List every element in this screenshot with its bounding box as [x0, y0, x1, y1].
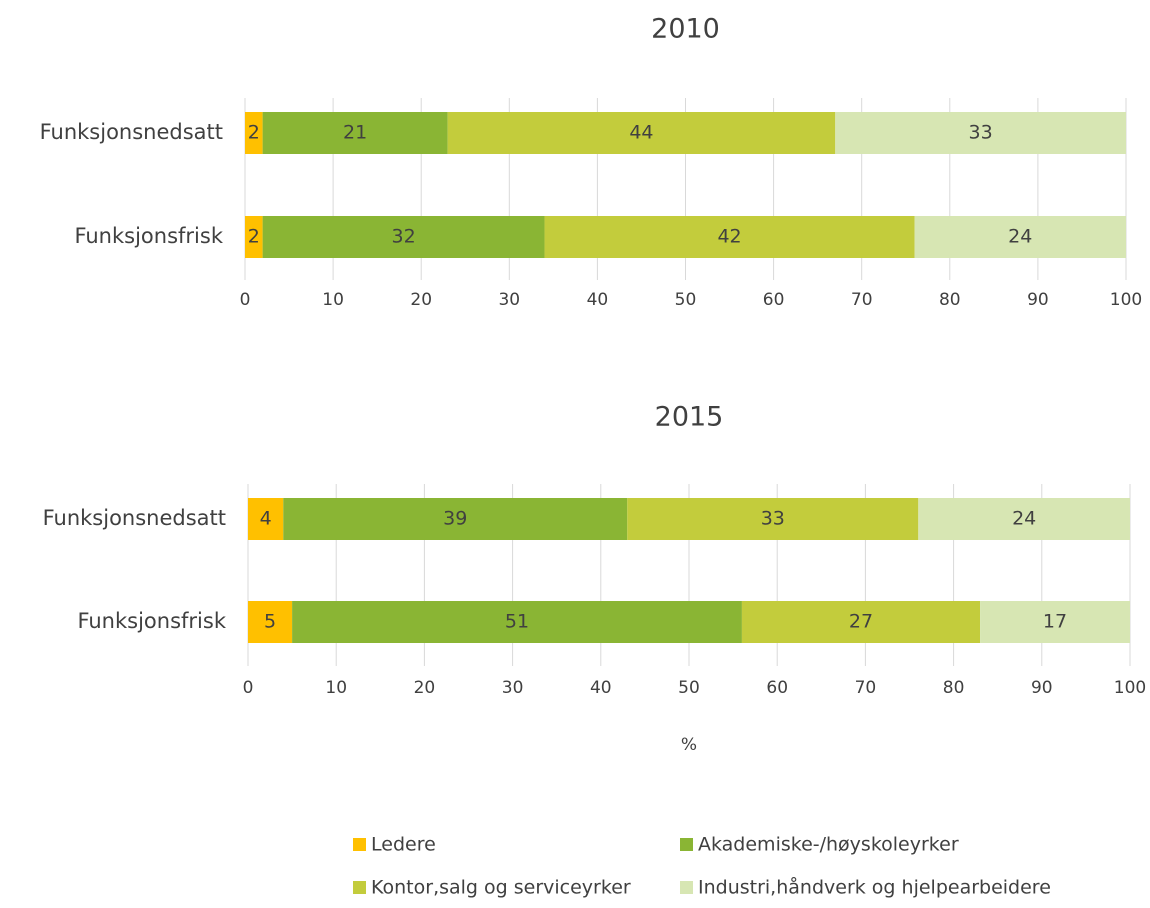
- bar-segment: [918, 498, 1130, 540]
- x-tick-label: 70: [855, 678, 877, 698]
- data-label: 33: [969, 122, 993, 144]
- bar-segment: [245, 112, 263, 154]
- data-label: 39: [443, 508, 467, 530]
- legend-swatch: [353, 881, 366, 894]
- data-label: 42: [717, 226, 741, 248]
- bar-segment: [262, 216, 545, 258]
- chart-title: 2015: [655, 402, 724, 433]
- data-label: 27: [849, 611, 873, 633]
- data-label: 33: [761, 508, 785, 530]
- data-label: 24: [1012, 508, 1036, 530]
- x-tick-label: 80: [943, 678, 965, 698]
- legend-swatch: [680, 881, 693, 894]
- x-tick-label: 20: [414, 678, 436, 698]
- legend-label: Kontor,salg og serviceyrker: [371, 877, 631, 899]
- x-tick-label: 40: [590, 678, 612, 698]
- bar-segment: [980, 601, 1130, 643]
- x-tick-label: 100: [1114, 678, 1146, 698]
- x-tick-label: 40: [587, 290, 609, 310]
- bar-segment: [835, 112, 1126, 154]
- legend-swatch: [353, 838, 366, 851]
- data-label: 44: [629, 122, 653, 144]
- data-label: 4: [260, 508, 272, 530]
- x-tick-label: 90: [1031, 678, 1053, 698]
- bar-segment: [914, 216, 1126, 258]
- bar-segment: [245, 216, 263, 258]
- x-tick-label: 50: [678, 678, 700, 698]
- bar-segment: [627, 498, 919, 540]
- data-label: 17: [1043, 611, 1067, 633]
- x-tick-label: 70: [851, 290, 873, 310]
- data-label: 51: [505, 611, 529, 633]
- data-label: 5: [264, 611, 276, 633]
- bar-segment: [262, 112, 448, 154]
- chart-title: 2010: [651, 14, 720, 45]
- x-tick-label: 20: [410, 290, 432, 310]
- x-tick-label: 90: [1027, 290, 1049, 310]
- legend-label: Industri,håndverk og hjelpearbeidere: [698, 876, 1051, 899]
- x-tick-label: 30: [502, 678, 524, 698]
- x-tick-label: 60: [766, 678, 788, 698]
- data-label: 2: [248, 122, 260, 144]
- x-tick-label: 60: [763, 290, 785, 310]
- data-label: 2: [248, 226, 260, 248]
- data-label: 24: [1008, 226, 1032, 248]
- x-tick-label: 10: [325, 678, 347, 698]
- bar-segment: [248, 601, 293, 643]
- x-tick-label: 80: [939, 290, 961, 310]
- data-label: 32: [391, 226, 415, 248]
- y-tick-label: Funksjonsfrisk: [77, 609, 226, 633]
- legend-label: Ledere: [371, 834, 436, 856]
- x-tick-label: 0: [243, 678, 254, 698]
- bar-segment: [741, 601, 981, 643]
- y-tick-label: Funksjonsfrisk: [74, 224, 223, 248]
- x-tick-label: 50: [675, 290, 697, 310]
- bar-segment: [447, 112, 836, 154]
- bar-segment: [544, 216, 915, 258]
- x-tick-label: 30: [498, 290, 520, 310]
- x-tick-label: 10: [322, 290, 344, 310]
- x-tick-label: 100: [1110, 290, 1142, 310]
- bar-segment: [292, 601, 742, 643]
- x-tick-label: 0: [240, 290, 251, 310]
- legend-swatch: [680, 838, 693, 851]
- data-label: 21: [343, 122, 367, 144]
- x-axis-label: %: [681, 735, 697, 755]
- y-tick-label: Funksjonsnedsatt: [40, 120, 223, 144]
- bar-segment: [248, 498, 284, 540]
- bar-segment: [283, 498, 628, 540]
- y-tick-label: Funksjonsnedsatt: [43, 506, 226, 530]
- legend-label: Akademiske-/høyskoleyrker: [698, 834, 959, 856]
